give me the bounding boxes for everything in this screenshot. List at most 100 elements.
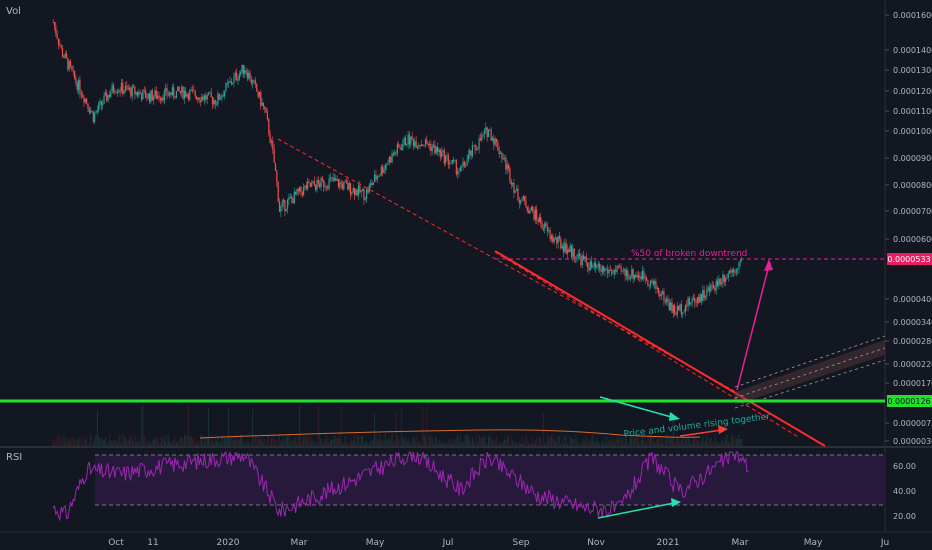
candle-body [257, 91, 259, 97]
volume-bar [246, 441, 248, 446]
time-tick-label: Oct [108, 538, 124, 548]
rsi-layer [52, 451, 749, 522]
volume-bar [178, 439, 180, 446]
volume-bar [273, 439, 275, 446]
price-tick-label: 0.0000170 [893, 379, 932, 388]
candle-body [664, 301, 666, 302]
candle-body [315, 185, 317, 190]
candle-body [485, 127, 487, 131]
candle-body [110, 92, 112, 97]
candle-body [411, 136, 413, 140]
volume-bar [431, 437, 433, 446]
time-tick-label: Jul [442, 538, 454, 548]
candle-body [77, 79, 80, 91]
candle-body [470, 150, 472, 157]
volume-bar [492, 439, 494, 446]
candle-body [213, 100, 215, 105]
volume-bar [138, 443, 140, 446]
volume-bar [383, 440, 385, 446]
volume-bar [252, 409, 254, 446]
volume-bar [589, 439, 591, 446]
candle-body [230, 81, 232, 85]
downtrend-line[interactable] [494, 250, 826, 447]
candle-body [242, 64, 244, 74]
volume-bar [281, 441, 283, 446]
candle-body [628, 278, 630, 280]
candle-body [278, 201, 281, 212]
volume-bar [363, 443, 365, 446]
candle-body [707, 287, 709, 290]
volume-bar [218, 442, 220, 446]
candle-body [714, 288, 716, 291]
candle-body [272, 141, 274, 150]
candle-body [580, 256, 582, 266]
volume-bar [295, 435, 297, 446]
volume-bar [441, 443, 443, 446]
volume-bar [684, 437, 686, 446]
price-pane[interactable] [0, 0, 885, 446]
candle-body [716, 280, 719, 286]
candle-body [351, 192, 353, 195]
price-axis[interactable]: 0.0001600 0.0001400 0.0001300 0.0001200 0.00… [885, 11, 932, 446]
volume-bar [627, 443, 629, 446]
volume-bar [102, 438, 104, 446]
volume-bar [493, 440, 495, 446]
volume-bar [466, 434, 468, 446]
candle-body [138, 92, 140, 96]
volume-bar [83, 435, 85, 446]
candle-body [136, 92, 139, 96]
volume-bar [134, 435, 136, 446]
candle-body [115, 92, 117, 93]
volume-bar [311, 441, 313, 446]
volume-bar [100, 438, 102, 446]
volume-bar [593, 442, 595, 446]
volume-bar [550, 435, 552, 446]
candle-body [323, 179, 325, 188]
volume-bar [696, 440, 698, 446]
candle-body [325, 186, 328, 188]
volume-bar [232, 441, 234, 446]
candle-body [328, 178, 330, 189]
volume-bar [639, 443, 641, 446]
volume-bar [447, 440, 449, 446]
volume-bar [446, 443, 448, 446]
volume-bar [260, 438, 262, 446]
volume-bar [534, 440, 536, 446]
candle-body [592, 266, 594, 268]
candle-body [95, 111, 97, 114]
candle-body [525, 200, 527, 208]
candle-layer [52, 18, 743, 319]
volume-bar [688, 437, 690, 446]
candle-body [64, 53, 66, 58]
candle-body [162, 97, 164, 101]
candle-body [514, 190, 516, 193]
volume-bar [66, 441, 68, 446]
volume-bar [179, 436, 181, 446]
volume-bar [320, 438, 322, 446]
volume-bar [141, 407, 143, 446]
candle-body [655, 281, 657, 289]
time-axis[interactable]: Oct 11 2020 Mar May Jul Sep Nov 2021 Mar May Ju [108, 538, 889, 548]
rsi-axis[interactable]: 60.00 40.00 20.00 [893, 462, 916, 521]
candle-body [103, 95, 105, 104]
volume-bar [557, 435, 559, 446]
volume-bar [487, 435, 489, 446]
volume-bar [94, 438, 96, 446]
candle-body [686, 305, 688, 307]
channel-fill [735, 340, 885, 405]
candle-body [288, 197, 290, 200]
candle-body [122, 82, 124, 94]
candle-body [191, 89, 194, 91]
volume-bar [490, 437, 492, 446]
channel-mid [734, 347, 886, 399]
candle-body [607, 269, 609, 274]
volume-bar [151, 440, 153, 446]
candle-body [465, 165, 467, 167]
candle-body [423, 145, 425, 147]
volume-bar [426, 404, 428, 446]
volume-bar [548, 438, 550, 446]
volume-bar [650, 434, 652, 446]
candle-body [526, 207, 528, 211]
price-divergence-arrowhead [669, 412, 680, 421]
